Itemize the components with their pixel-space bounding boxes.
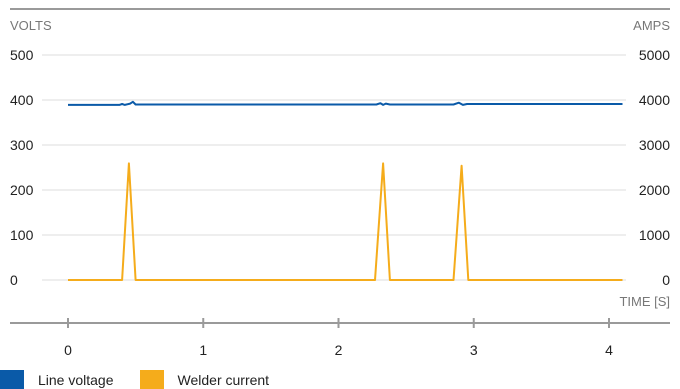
left-tick-label: 0 xyxy=(10,272,18,288)
right-tick-label: 1000 xyxy=(639,227,670,243)
legend-label-welder-current: Welder current xyxy=(177,371,270,388)
x-tick-label: 3 xyxy=(470,342,478,358)
legend-label-line-voltage: Line voltage xyxy=(38,371,114,388)
left-tick-label: 300 xyxy=(10,137,34,153)
left-axis-label: VOLTS xyxy=(10,18,52,33)
x-tick-label: 1 xyxy=(199,342,207,358)
series-lines xyxy=(68,100,623,281)
legend: Line voltage Welder current xyxy=(0,370,295,389)
x-tick-label: 4 xyxy=(605,342,613,358)
x-tick-label: 0 xyxy=(64,342,72,358)
right-axis-label: AMPS xyxy=(633,18,670,33)
right-tick-labels: 0 1000 2000 3000 4000 5000 xyxy=(639,47,670,288)
left-tick-label: 400 xyxy=(10,92,34,108)
x-tick-label: 2 xyxy=(335,342,343,358)
left-tick-label: 500 xyxy=(10,47,34,63)
legend-swatch-welder-current xyxy=(139,370,164,389)
left-tick-labels: 0 100 200 300 400 500 xyxy=(10,47,34,288)
right-tick-label: 3000 xyxy=(639,137,670,153)
left-tick-label: 100 xyxy=(10,227,34,243)
legend-swatch-line-voltage xyxy=(0,370,24,389)
series-line-line-voltage xyxy=(68,100,623,106)
right-tick-label: 0 xyxy=(662,272,670,288)
right-tick-label: 5000 xyxy=(639,47,670,63)
right-tick-label: 2000 xyxy=(639,182,670,198)
x-axis-label: TIME [S] xyxy=(619,294,670,309)
series-line-welder-current xyxy=(68,162,623,281)
legend-item-welder-current: Welder current xyxy=(139,370,270,389)
left-tick-label: 200 xyxy=(10,182,34,198)
legend-item-line-voltage: Line voltage xyxy=(0,370,114,389)
x-ticks: 0 1 2 3 4 xyxy=(64,318,613,358)
right-tick-label: 4000 xyxy=(639,92,670,108)
